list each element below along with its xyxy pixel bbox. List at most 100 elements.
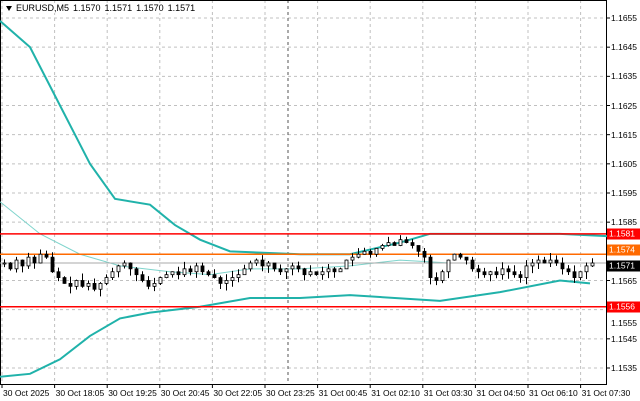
candle-body: [2, 262, 7, 265]
candle-body: [98, 283, 103, 290]
candle-body: [110, 271, 115, 278]
candle-body: [158, 277, 163, 284]
time-label: 30 Oct 18:05: [55, 388, 105, 398]
price-label: 1.1545: [611, 333, 637, 344]
moving-average-line: [0, 201, 590, 276]
candle-body: [80, 280, 85, 287]
candle-body: [326, 268, 331, 273]
candle-body: [470, 259, 475, 270]
candle-body: [236, 274, 241, 278]
candle-body: [548, 259, 553, 264]
candle-body: [440, 271, 445, 281]
candle-body: [488, 271, 493, 276]
time-label: 31 Oct 00:45: [318, 388, 368, 398]
candle-body: [104, 277, 109, 284]
candle-body: [506, 268, 511, 273]
time-label: 30 Oct 19:25: [108, 388, 157, 398]
candle-body: [560, 262, 565, 270]
candle-body: [590, 262, 595, 267]
candle-body: [194, 265, 199, 273]
candle-body: [536, 259, 541, 264]
candle-body: [572, 271, 577, 278]
candle-body: [140, 274, 145, 281]
candle-body: [344, 259, 349, 270]
candle-body: [50, 256, 55, 273]
candle-body: [374, 248, 379, 255]
candle-body: [494, 271, 499, 276]
price-label: 1.1555: [611, 317, 637, 328]
symbol-label: EURUSD,M5: [16, 3, 70, 13]
candle-body: [188, 268, 193, 273]
level-tag: 1.1556: [607, 301, 640, 313]
time-label: 30 Oct 20:45: [160, 388, 210, 398]
price-label: 1.1595: [611, 188, 637, 198]
candle-body: [74, 280, 79, 287]
candle-body: [182, 268, 187, 276]
candle-body: [524, 265, 529, 278]
time-label: 30 Oct 2025: [3, 388, 50, 398]
candle-body: [428, 256, 433, 278]
price-label: 1.1565: [611, 275, 637, 286]
time-label: 30 Oct 23:25: [266, 388, 315, 398]
candle-body: [368, 250, 373, 255]
dropdown-triangle-icon[interactable]: [6, 5, 12, 11]
candle-body: [56, 271, 61, 278]
candle-body: [20, 259, 25, 267]
candle-body: [230, 277, 235, 281]
candle-body: [386, 242, 391, 246]
bid-tag: 1.1571: [607, 260, 640, 272]
candle-body: [392, 242, 397, 246]
candle-body: [416, 245, 421, 252]
price-label: 1.1605: [611, 158, 637, 169]
low-value: 1.1570: [136, 3, 164, 13]
candle-body: [320, 271, 325, 276]
chart-title: EURUSD,M5 1.1570 1.1571 1.1570 1.1571: [4, 3, 198, 13]
candle-body: [452, 253, 457, 261]
candle-body: [290, 265, 295, 270]
candle-body: [410, 242, 415, 246]
candle-body: [218, 277, 223, 284]
level-tag: 1.1574: [607, 244, 640, 256]
candle-body: [518, 274, 523, 278]
price-label: 1.1635: [611, 71, 637, 82]
time-label: 31 Oct 02:10: [371, 388, 420, 398]
candle-body: [116, 265, 121, 273]
candle-body: [92, 283, 97, 290]
open-value: 1.1570: [73, 3, 101, 13]
candle-body: [176, 271, 181, 276]
candle-body: [458, 253, 463, 258]
candle-body: [146, 280, 151, 287]
close-value: 1.1571: [167, 3, 196, 13]
candle-body: [476, 268, 481, 273]
candle-body: [62, 277, 67, 284]
candle-body: [284, 268, 289, 273]
time-label: 31 Oct 06:10: [529, 388, 578, 398]
candle-body: [68, 283, 73, 287]
candle-body: [86, 283, 91, 287]
candle-body: [350, 256, 355, 261]
candle-body: [314, 271, 319, 276]
candle-body: [128, 262, 133, 270]
time-label: 31 Oct 03:30: [423, 388, 473, 398]
candle-body: [44, 253, 49, 258]
candle-body: [170, 271, 175, 276]
candle-body: [404, 239, 409, 243]
candle-body: [248, 262, 253, 270]
candle-body: [554, 259, 559, 264]
candle-body: [38, 253, 43, 264]
price-label: 1.1535: [611, 363, 637, 373]
candle-body: [530, 262, 535, 267]
price-label: 1.1655: [611, 13, 637, 23]
candle-body: [8, 262, 13, 270]
candle-body: [254, 259, 259, 264]
candle-body: [584, 265, 589, 273]
price-label: 1.1625: [611, 100, 637, 111]
candle-body: [266, 262, 271, 267]
candle-body: [356, 253, 361, 258]
chart-frame: [0, 0, 607, 385]
time-label: 31 Oct 07:30: [581, 388, 631, 398]
candle-body: [332, 268, 337, 273]
candle-body: [566, 268, 571, 273]
candle-body: [14, 259, 19, 270]
